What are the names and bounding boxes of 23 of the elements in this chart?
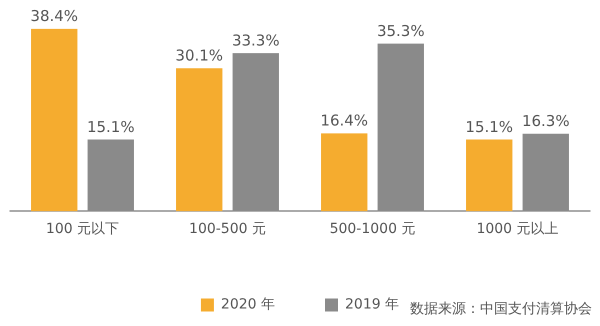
x-tick-label: 100-500 元	[189, 221, 266, 238]
bar	[88, 139, 134, 212]
bar	[232, 53, 279, 212]
x-tick-label: 1000 元以上	[476, 221, 559, 238]
x-tick-label: 100 元以下	[46, 221, 120, 238]
data-label: 16.3%	[522, 112, 570, 130]
data-label: 16.4%	[320, 112, 368, 130]
data-label: 30.1%	[175, 46, 224, 65]
data-label: 15.1%	[465, 118, 514, 136]
data-label: 33.3%	[232, 31, 280, 50]
bar	[522, 134, 569, 212]
bar	[466, 139, 512, 212]
legend-label: 2019 年	[345, 296, 400, 313]
x-tick-label: 500-1000 元	[330, 221, 416, 238]
bar	[31, 28, 78, 212]
bar	[176, 68, 222, 212]
bar	[321, 133, 368, 212]
data-label: 38.4%	[30, 7, 78, 26]
legend-label: 2020 年	[220, 296, 276, 313]
bar	[378, 44, 424, 212]
data-label: 35.3%	[376, 22, 425, 40]
data-label: 15.1%	[86, 118, 135, 136]
source-note: 数据来源：中国支付清算协会	[410, 300, 592, 318]
